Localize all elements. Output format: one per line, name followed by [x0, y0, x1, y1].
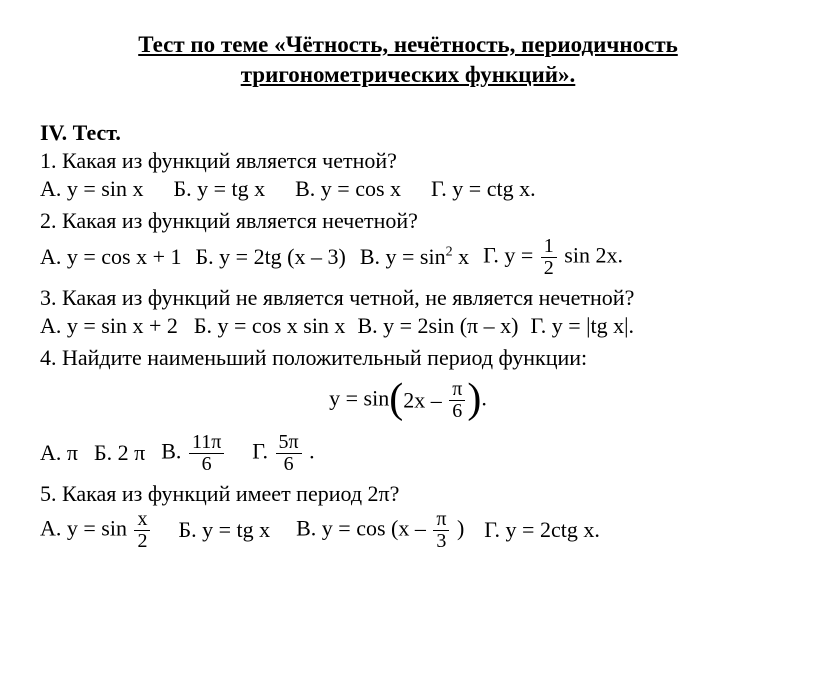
q5-option-c: В. у = cos (x – π3 ) [296, 509, 464, 552]
question-5-options: А. у = sin x2 Б. у = tg x В. у = cos (x … [40, 509, 776, 552]
q3-option-b: Б. у = cos x sin x [194, 313, 346, 339]
q2-option-a: А. у = cos x + 1 [40, 244, 182, 270]
q2-option-b: Б. у = 2tg (x – 3) [196, 244, 346, 270]
right-paren: ) [467, 383, 481, 417]
q1-option-d: Г. у = ctg x. [431, 176, 536, 202]
question-2-options: А. у = cos x + 1 Б. у = 2tg (x – 3) В. у… [40, 236, 776, 279]
fraction: 12 [541, 236, 557, 279]
q1-option-c: В. у = cos x [295, 176, 401, 202]
q2-option-d: Г. у = 12 sin 2x. [483, 236, 623, 279]
q3-option-a: А. у = sin x + 2 [40, 313, 178, 339]
q4-option-d: Г. 5π6 . [252, 432, 314, 475]
title-line-1: Тест по теме «Чётность, нечётность, пери… [138, 32, 678, 57]
q4-option-a: А. π [40, 440, 78, 466]
q4-option-b: Б. 2 π [94, 440, 145, 466]
q3-option-c: В. у = 2sin (π – x) [357, 313, 518, 339]
question-5: 5. Какая из функций имеет период 2π? [40, 481, 776, 507]
fraction: π6 [449, 379, 465, 422]
question-3: 3. Какая из функций не является четной, … [40, 285, 776, 311]
q3-option-d: Г. у = |tg x|. [530, 313, 634, 339]
left-paren: ( [389, 383, 403, 417]
q5-option-a: А. у = sin x2 [40, 509, 152, 552]
title-line-2: тригонометрических функций». [241, 62, 576, 87]
question-1-options: А. у = sin x Б. у = tg x В. у = cos x Г.… [40, 176, 776, 202]
question-1: 1. Какая из функций является четной? [40, 148, 776, 174]
q5-option-b: Б. у = tg x [178, 517, 270, 543]
q1-option-a: А. у = sin x [40, 176, 143, 202]
q2-option-c: В. у = sin2 x [360, 244, 469, 270]
q4-option-c: В. 11π6 [161, 432, 226, 475]
q4-formula: y = sin(2x – π6). [40, 379, 776, 422]
fraction: 5π6 [276, 432, 302, 475]
question-4-options: А. π Б. 2 π В. 11π6 Г. 5π6 . [40, 432, 776, 475]
q5-option-d: Г. y = 2ctg x. [484, 517, 600, 543]
question-3-options: А. у = sin x + 2 Б. у = cos x sin x В. у… [40, 313, 776, 339]
fraction: 11π6 [189, 432, 224, 475]
question-4: 4. Найдите наименьший положительный пери… [40, 345, 776, 371]
question-2: 2. Какая из функций является нечетной? [40, 208, 776, 234]
section-header: IV. Тест. [40, 120, 776, 146]
fraction: x2 [134, 509, 150, 552]
fraction: π3 [433, 509, 449, 552]
test-title: Тест по теме «Чётность, нечётность, пери… [40, 30, 776, 90]
q1-option-b: Б. у = tg x [173, 176, 265, 202]
